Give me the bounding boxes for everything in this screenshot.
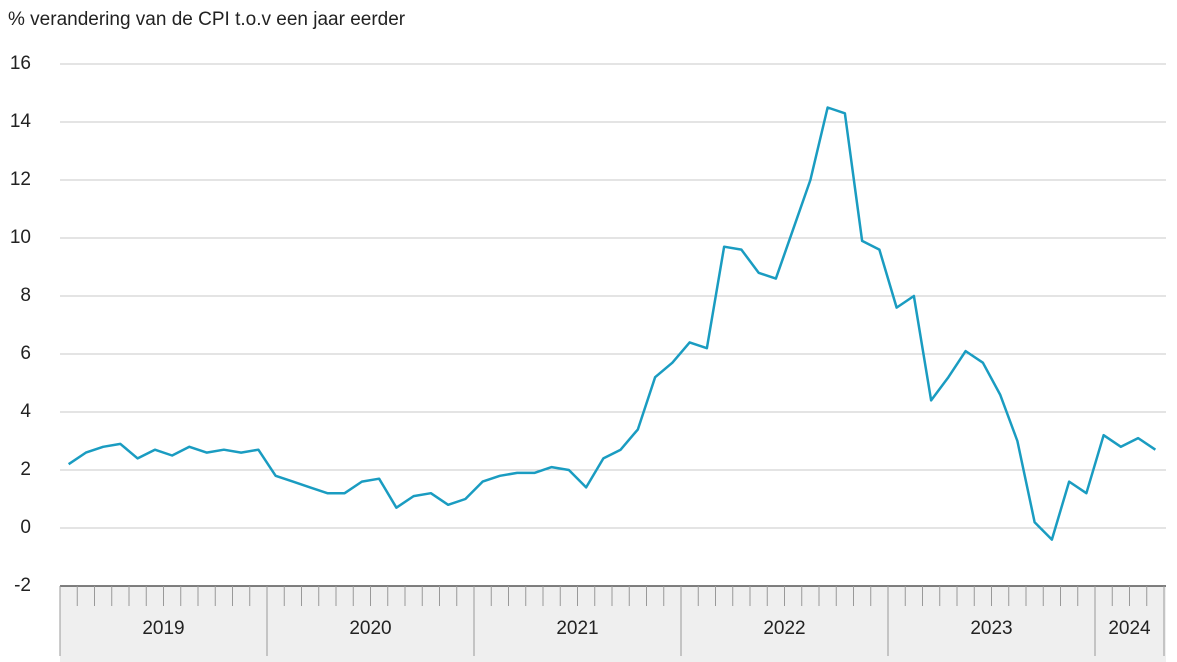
x-tick-label: 2023 bbox=[970, 618, 1012, 639]
y-tick-label: 0 bbox=[20, 517, 31, 538]
line bbox=[67, 106, 1157, 541]
y-tick-label: 6 bbox=[20, 343, 31, 364]
x-tick-label: 2021 bbox=[556, 618, 598, 639]
x-tick-label: 2022 bbox=[763, 618, 805, 639]
y-tick-label: 4 bbox=[20, 401, 31, 422]
y-tick-label: 12 bbox=[10, 169, 31, 190]
x-tick-label: 2020 bbox=[349, 618, 391, 639]
y-tick-label: 2 bbox=[20, 459, 31, 480]
y-tick-label: 14 bbox=[10, 111, 32, 132]
y-tick-label: 8 bbox=[20, 285, 31, 306]
chart-title: % verandering van de CPI t.o.v een jaar … bbox=[8, 9, 406, 30]
y-tick-label: 10 bbox=[10, 227, 31, 248]
x-axis-band bbox=[60, 586, 1166, 662]
x-tick-label: 2019 bbox=[142, 618, 184, 639]
x-tick-label: 2024 bbox=[1108, 618, 1151, 639]
y-tick-label: 16 bbox=[10, 53, 31, 74]
y-tick-label: -2 bbox=[14, 575, 31, 596]
